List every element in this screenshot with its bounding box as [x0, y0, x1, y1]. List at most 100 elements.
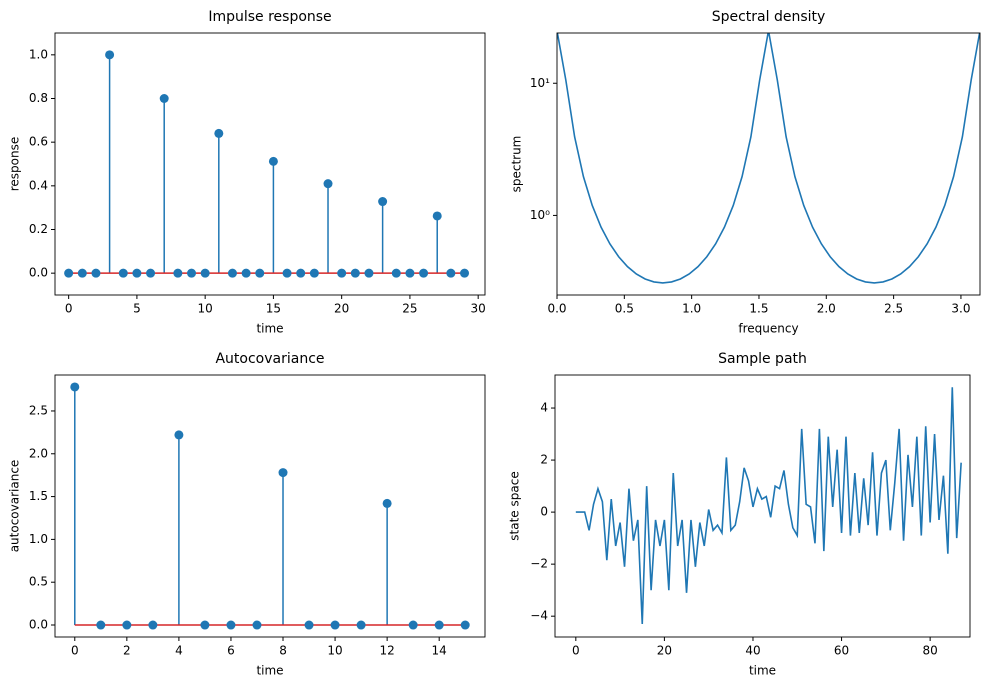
x-tick-label: 15 [266, 302, 281, 316]
y-tick-label: 0 [540, 505, 548, 519]
x-tick-label: 20 [334, 302, 349, 316]
stem-marker [408, 620, 418, 630]
y-tick-label: 0.0 [29, 266, 48, 280]
y-tick-label: −2 [530, 557, 548, 571]
stem-marker [70, 382, 80, 392]
stem-marker [434, 620, 444, 630]
x-tick-label: 80 [922, 644, 937, 658]
stem-marker [268, 156, 278, 166]
y-tick-label: 4 [540, 401, 548, 415]
x-axis-label: time [256, 664, 283, 678]
x-tick-label: 4 [175, 644, 183, 658]
x-tick-label: 0 [71, 644, 79, 658]
x-tick-label: 10 [198, 302, 213, 316]
subplot: Sample path time state space 0 20 40 60 80 −4 −2 0… [508, 351, 971, 678]
stem-marker [252, 620, 262, 630]
stem-marker [159, 94, 169, 103]
stem-marker [148, 620, 158, 630]
plot-area [557, 33, 980, 284]
stem-marker [304, 620, 314, 630]
y-tick-label: 0.5 [29, 575, 48, 589]
stem-marker [309, 268, 319, 278]
stem-marker [122, 620, 132, 630]
stem-marker [64, 268, 74, 278]
y-tick-label: 0.4 [29, 178, 48, 192]
stem-marker [432, 211, 442, 221]
stem-marker [200, 620, 210, 630]
stem-marker [96, 620, 106, 630]
y-axis-label: autocovariance [8, 460, 22, 553]
y-tick-label: 0.6 [29, 135, 48, 149]
stem-marker [214, 128, 224, 138]
subplot-title: Sample path [718, 351, 807, 367]
stem-marker [118, 268, 128, 278]
stem-marker [382, 498, 392, 508]
x-tick-label: 25 [402, 302, 417, 316]
stem-marker [278, 468, 288, 478]
stem-marker [132, 268, 142, 278]
x-tick-label: 20 [657, 644, 672, 658]
subplot-title: Spectral density [712, 9, 826, 25]
stem-marker [200, 268, 210, 278]
x-tick-label: 0 [65, 302, 73, 316]
stem-marker [296, 268, 306, 278]
x-tick-label: 1.0 [682, 302, 701, 316]
stem-marker [350, 268, 360, 278]
x-tick-label: 30 [471, 302, 486, 316]
y-axis-label: response [8, 137, 22, 192]
x-tick-label: 0.5 [615, 302, 634, 316]
stem-marker [419, 268, 429, 278]
plot-area [575, 387, 962, 625]
stem-marker [255, 268, 265, 278]
stem-marker [282, 268, 292, 278]
stem-marker [391, 268, 401, 278]
subplot: Autocovariance time autocovariance 0 2 4 6 8 10 1… [8, 351, 486, 678]
stem-marker [146, 268, 156, 278]
axes-frame [556, 32, 981, 296]
y-axis-label: spectrum [510, 136, 524, 193]
stem-marker [446, 268, 456, 278]
axes-frame [554, 374, 971, 638]
x-axis-label: time [749, 664, 776, 678]
axes-frame [54, 32, 486, 296]
stem-marker [77, 268, 87, 278]
stem-marker [105, 50, 115, 60]
x-tick-label: 10 [327, 644, 342, 658]
y-axis-label: state space [508, 471, 522, 540]
subplot: Impulse response time response 0 5 10 15 20 25 30… [8, 9, 486, 336]
y-tick-label: 1.5 [29, 489, 48, 503]
x-tick-label: 12 [379, 644, 394, 658]
x-tick-label: 0.0 [547, 302, 566, 316]
y-tick-label: 0.8 [29, 91, 48, 105]
x-tick-label: 1.5 [749, 302, 768, 316]
stem-marker [356, 620, 366, 630]
y-tick-label: 0.2 [29, 222, 48, 236]
stem-marker [323, 179, 333, 189]
axes-frame [54, 374, 486, 638]
stem-marker [241, 268, 251, 278]
subplot-title: Impulse response [208, 9, 331, 25]
x-tick-label: 8 [279, 644, 287, 658]
x-tick-label: 2.5 [884, 302, 903, 316]
subplot: Spectral density frequency spectrum 0.0 0.5 1… [510, 9, 981, 336]
stem-marker [460, 268, 470, 278]
y-tick-label: 2.5 [29, 403, 48, 417]
stem-marker [330, 620, 340, 630]
stem-marker [378, 197, 388, 207]
stem-marker [227, 268, 237, 278]
y-tick-label: −4 [530, 609, 548, 623]
series-line [575, 387, 962, 625]
y-tick-label: 10¹ [530, 76, 550, 90]
subplot-title: Autocovariance [215, 351, 324, 367]
stem-marker [173, 268, 183, 278]
series-line [557, 33, 980, 284]
x-tick-label: 2.0 [817, 302, 836, 316]
y-tick-label: 2 [540, 453, 548, 467]
stem-marker [174, 430, 184, 440]
x-tick-label: 14 [432, 644, 447, 658]
y-tick-label: 0.0 [29, 618, 48, 632]
x-tick-label: 3.0 [951, 302, 970, 316]
stem-marker [460, 620, 470, 630]
x-tick-label: 5 [133, 302, 141, 316]
